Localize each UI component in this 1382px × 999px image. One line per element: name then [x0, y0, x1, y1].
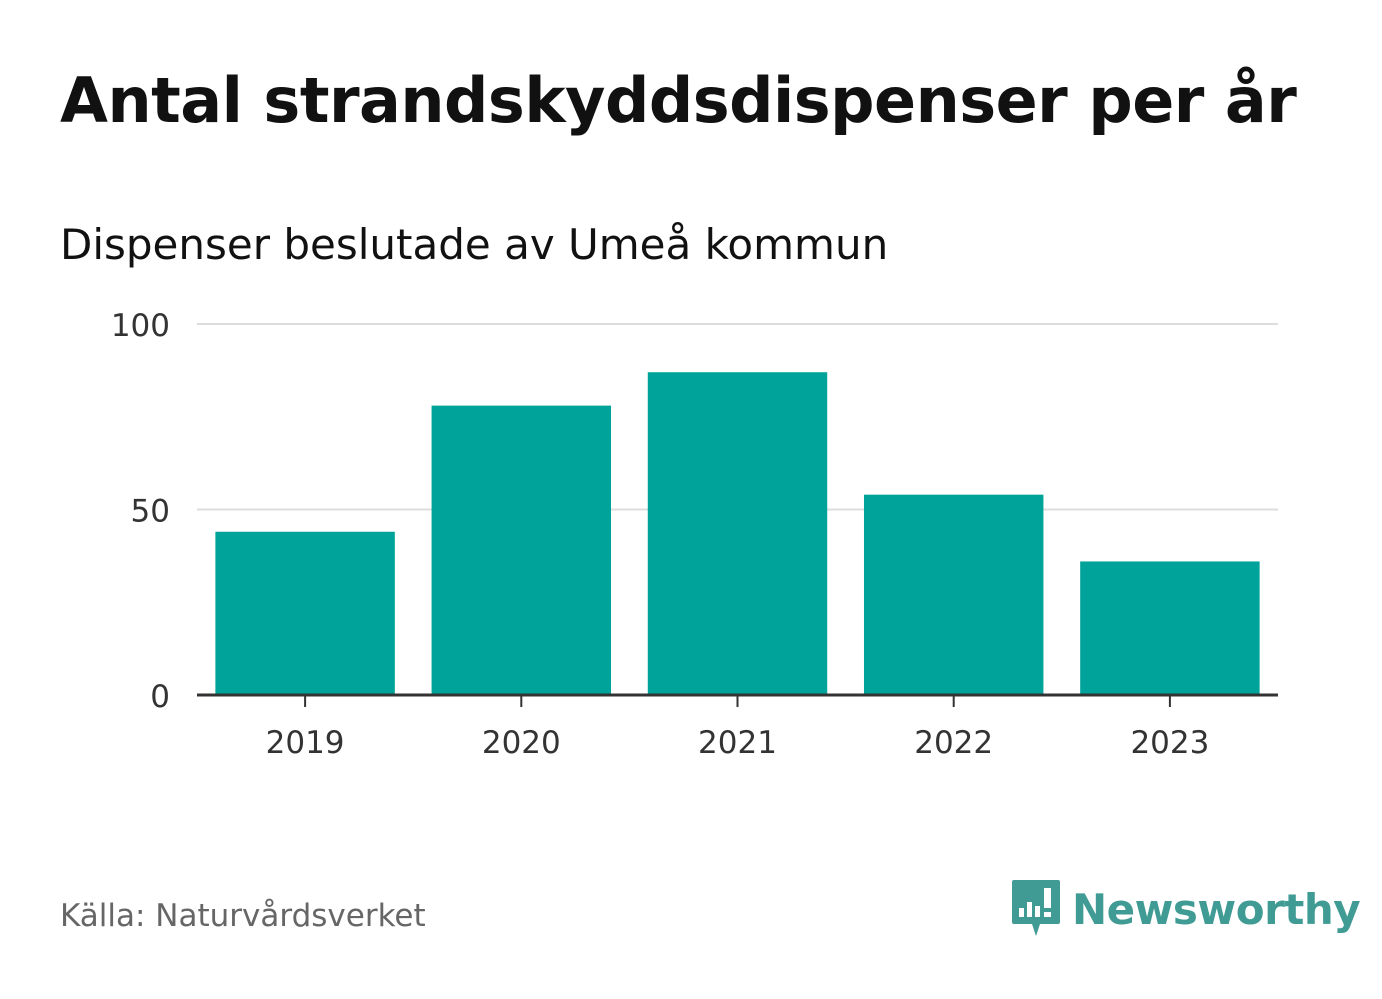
bar-2023	[1080, 561, 1260, 695]
y-tick-label: 50	[131, 494, 170, 530]
chart-title: Antal strandskyddsdispenser per år	[60, 64, 1297, 137]
brand-name: Newsworthy	[1072, 884, 1361, 934]
x-tick-label: 2023	[1130, 725, 1209, 761]
y-tick-label: 100	[111, 308, 170, 344]
bar-2020	[431, 405, 612, 695]
brand-logo: Newsworthy	[1010, 878, 1361, 940]
bar-2019	[215, 531, 395, 695]
x-tick-label: 2019	[266, 725, 345, 761]
bar-2022	[863, 494, 1044, 695]
bar-2021	[647, 372, 828, 695]
chart-subtitle: Dispenser beslutade av Umeå kommun	[60, 220, 889, 269]
y-tick-label: 0	[150, 679, 170, 715]
source-note: Källa: Naturvårdsverket	[60, 898, 426, 934]
x-tick-label: 2022	[914, 725, 993, 761]
newsworthy-logo-icon	[1012, 880, 1060, 936]
x-tick-label: 2021	[698, 725, 777, 761]
x-tick-label: 2020	[482, 725, 561, 761]
